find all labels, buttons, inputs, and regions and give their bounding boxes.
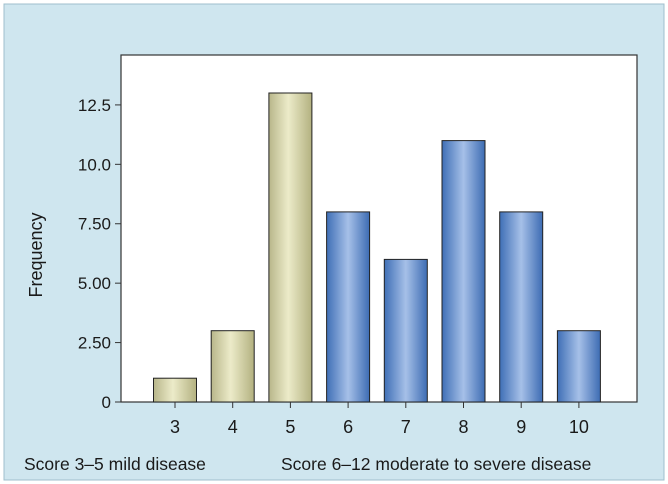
x-tick-label-5: 5 bbox=[285, 417, 295, 437]
bars-layer bbox=[153, 92, 601, 403]
x-tick-label-8: 8 bbox=[458, 417, 468, 437]
bar-score-5 bbox=[268, 92, 313, 403]
y-tick-label: 2.50 bbox=[78, 334, 111, 353]
x-tick-label-9: 9 bbox=[516, 417, 526, 437]
bar-score-10 bbox=[556, 330, 601, 403]
bar-score-8 bbox=[441, 140, 486, 403]
bar-score-3 bbox=[153, 377, 197, 403]
x-tick-label-10: 10 bbox=[569, 417, 589, 437]
y-tick-label: 12.5 bbox=[78, 96, 111, 115]
y-axis-label: Frequency bbox=[26, 212, 46, 297]
x-tick-label-3: 3 bbox=[170, 417, 180, 437]
y-axis: 0 2.50 5.00 7.50 10.0 12.5 bbox=[78, 96, 121, 412]
y-tick-label: 5.00 bbox=[78, 274, 111, 293]
bar-score-9 bbox=[499, 211, 544, 403]
group-label-severe: Score 6–12 moderate to severe disease bbox=[281, 454, 591, 474]
plot-area bbox=[120, 54, 638, 403]
x-tick-label-7: 7 bbox=[401, 417, 411, 437]
x-tick-label-6: 6 bbox=[343, 417, 353, 437]
y-tick-label: 10.0 bbox=[78, 155, 111, 174]
bar-score-4 bbox=[210, 330, 255, 403]
y-tick-label: 7.50 bbox=[78, 215, 111, 234]
group-label-mild: Score 3–5 mild disease bbox=[24, 454, 206, 474]
x-tick-label-4: 4 bbox=[228, 417, 238, 437]
y-tick-label: 0 bbox=[102, 393, 111, 412]
bar-score-6 bbox=[326, 211, 371, 403]
x-axis: 3 4 5 6 7 8 9 10 bbox=[170, 402, 589, 437]
bar-score-7 bbox=[383, 258, 428, 403]
